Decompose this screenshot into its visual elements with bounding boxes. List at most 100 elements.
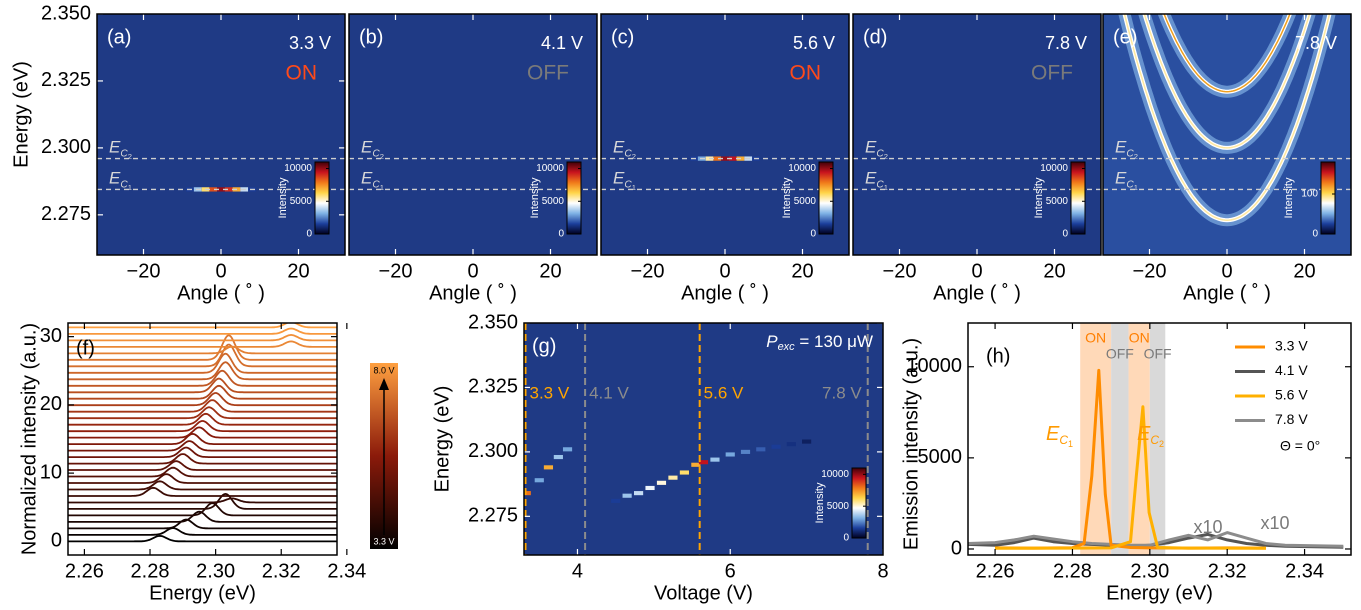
panel-label: (c) — [611, 26, 634, 48]
x-tick-label: 2.26 — [976, 560, 1015, 582]
legend-note: Θ = 0° — [1280, 438, 1320, 454]
peak-label-symbol: E — [1046, 423, 1060, 445]
x-tick-label: −20 — [631, 260, 665, 282]
spectrum — [68, 412, 337, 426]
voltage-label: 3.3 V — [289, 33, 331, 53]
colorbar — [818, 161, 834, 235]
plot-frame — [852, 13, 1102, 256]
spectrum — [68, 534, 337, 543]
colorbar-tick-label: 0 — [306, 229, 312, 240]
x-tick-label: 0 — [719, 260, 730, 282]
emission-pixel — [725, 452, 735, 457]
spectrum — [68, 466, 337, 478]
y-axis-label: Energy (eV) — [10, 61, 32, 168]
voltage-label: 4.1 V — [541, 33, 583, 53]
mode-label: EC1 — [613, 169, 636, 192]
emission-pixel — [728, 156, 737, 161]
y-tick-label: 10000 — [906, 355, 962, 377]
x-tick-label: 6 — [725, 560, 736, 582]
panel-label: (g) — [532, 335, 556, 357]
colorbar-top-label: 8.0 V — [373, 365, 394, 375]
mode-label: EC2 — [865, 138, 888, 161]
colorbar-label: Intensity — [1283, 177, 1295, 218]
colorbar-tick-label: 10000 — [821, 469, 849, 480]
x-tick-label: −20 — [1133, 260, 1167, 282]
y-axis-label: Emission intensity (a.u.) — [900, 338, 922, 550]
legend-label: 5.6 V — [1275, 387, 1308, 403]
panel-label: (d) — [863, 26, 887, 48]
mode-label-symbol: E — [613, 169, 625, 188]
emission-pixel — [740, 449, 751, 454]
mode-label: EC1 — [865, 169, 888, 192]
mode-peak — [1123, 14, 1331, 221]
mode-label-sub: C — [120, 179, 128, 190]
colorbar-tick-label: 5000 — [794, 196, 817, 207]
colorbar-tick-label: 0 — [1312, 229, 1318, 240]
colorbar-tick-label: 10000 — [536, 163, 564, 174]
emission-pixel — [611, 498, 621, 503]
y-tick-label: 30 — [40, 325, 62, 347]
peak-label: EC1 — [1046, 423, 1073, 449]
colorbar — [314, 161, 330, 235]
mode-label: EC1 — [361, 169, 384, 192]
panel-label: (h) — [986, 345, 1010, 367]
emission-pixel — [645, 485, 655, 491]
x-tick-label: −20 — [883, 260, 917, 282]
y-tick-label: 0 — [951, 537, 962, 559]
panel-label: (f) — [76, 337, 95, 359]
mode-label: EC2 — [1115, 138, 1138, 161]
voltage-line-label: 5.6 V — [704, 383, 744, 402]
x-tick-label: 20 — [539, 260, 561, 282]
colorbar-label: Intensity — [814, 482, 826, 523]
x-tick-label: 2.34 — [327, 560, 366, 582]
colorbar-tick-label: 100 — [1301, 189, 1318, 200]
spectrum — [68, 510, 337, 523]
band-label: ON — [1129, 330, 1150, 346]
emission-pixel — [217, 187, 225, 192]
colorbar-tick-label: 5000 — [290, 196, 313, 207]
plot-frame — [600, 13, 850, 256]
map-background — [601, 14, 849, 255]
annotation-text: = 130 μW — [795, 332, 873, 351]
x-axis-label: Voltage (V) — [654, 582, 753, 604]
emission-pixel — [633, 491, 644, 496]
scale-label: x10 — [1193, 517, 1222, 537]
mode-label-index: 2 — [1134, 152, 1138, 161]
y-tick-label: 0 — [51, 530, 62, 552]
x-tick-label: 2.30 — [1130, 560, 1169, 582]
annotation-sub: exc — [778, 341, 796, 353]
spectrum — [68, 453, 337, 465]
mode-label-symbol: E — [1115, 169, 1127, 188]
mode-label-sub: C — [372, 148, 380, 159]
band — [1149, 323, 1166, 555]
emission-pixel — [622, 493, 632, 498]
spectrum — [68, 352, 337, 374]
mode-label-sub: C — [120, 148, 128, 159]
emission-pixel — [543, 465, 554, 470]
mode-label-symbol: E — [109, 169, 121, 188]
plot-area — [1118, 14, 1336, 227]
plot-area — [968, 323, 1344, 555]
emission-pixel — [656, 480, 667, 485]
spectrum — [68, 340, 337, 348]
mode-label-sub: C — [1126, 179, 1134, 190]
x-tick-label: 2.34 — [1285, 560, 1324, 582]
colorbar-tick-label: 5000 — [1046, 196, 1069, 207]
mode-label-symbol: E — [865, 138, 877, 157]
y-tick-label: 2.300 — [41, 136, 91, 158]
band — [1111, 323, 1129, 555]
x-tick-label: 4 — [572, 560, 583, 582]
colorbar-label: Intensity — [1033, 177, 1045, 218]
x-axis-label: Energy (eV) — [1106, 582, 1213, 604]
spectrum — [68, 361, 337, 381]
mode-label-symbol: E — [865, 169, 877, 188]
voltage-label: 7.8 V — [1045, 33, 1087, 53]
emission-pixel — [562, 447, 573, 452]
colorbar-label: Intensity — [781, 177, 793, 218]
x-axis-label: Angle ( ˚ ) — [681, 282, 769, 304]
mode-label-index: 2 — [380, 152, 384, 161]
peak-label-index: 2 — [1159, 439, 1164, 449]
emission-pixel — [691, 462, 701, 467]
plot-frame — [67, 322, 338, 556]
spectrum — [68, 440, 337, 452]
